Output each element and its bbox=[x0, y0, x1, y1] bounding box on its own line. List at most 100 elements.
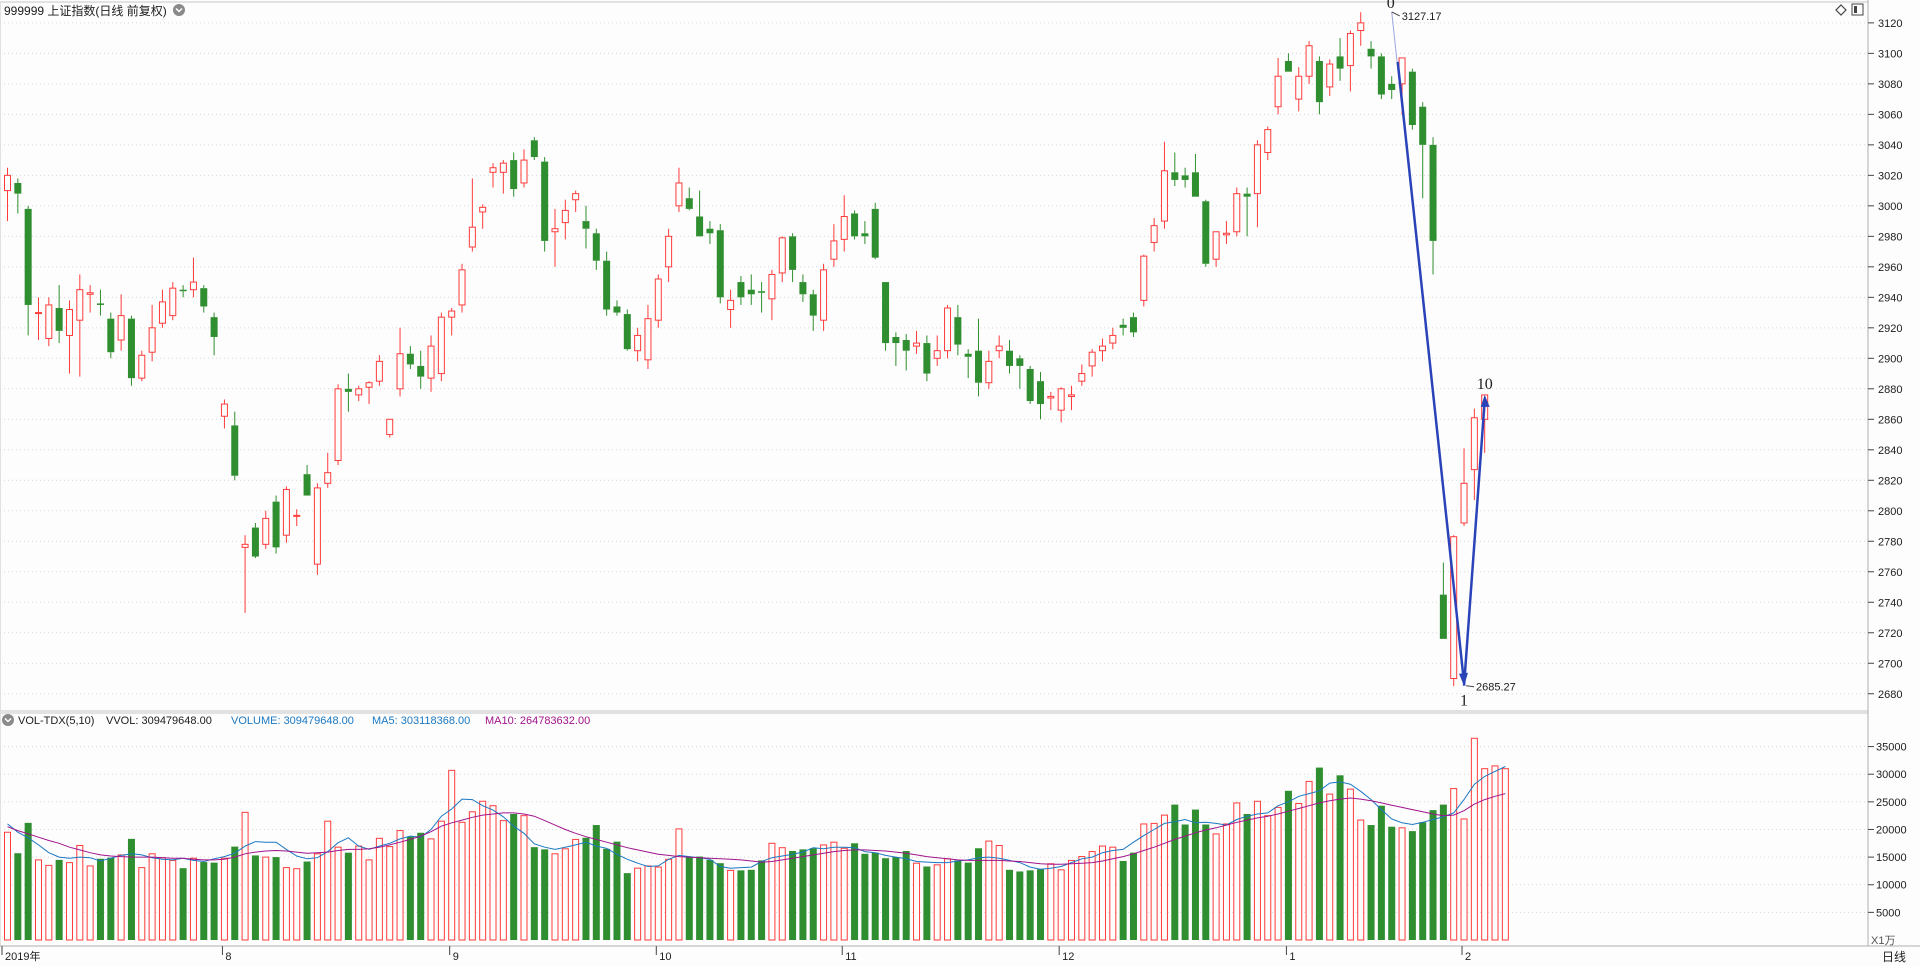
candle[interactable] bbox=[799, 274, 807, 302]
candle[interactable] bbox=[882, 282, 890, 351]
candle[interactable] bbox=[520, 149, 528, 188]
volume-bar[interactable] bbox=[158, 857, 166, 941]
volume-bar[interactable] bbox=[1067, 859, 1075, 941]
volume-bar[interactable] bbox=[727, 869, 735, 941]
candle[interactable] bbox=[1098, 338, 1106, 362]
candle[interactable] bbox=[1357, 12, 1365, 46]
candle[interactable] bbox=[1243, 187, 1251, 237]
candle[interactable] bbox=[892, 332, 900, 366]
volume-bar[interactable] bbox=[1305, 780, 1313, 941]
volume-bar[interactable] bbox=[386, 846, 394, 941]
candle[interactable] bbox=[706, 221, 714, 244]
candle[interactable] bbox=[1222, 221, 1230, 244]
candle[interactable] bbox=[303, 465, 311, 496]
volume-bar[interactable] bbox=[1470, 737, 1478, 941]
candle[interactable] bbox=[510, 152, 518, 197]
window-icon[interactable] bbox=[1851, 3, 1864, 16]
volume-bar[interactable] bbox=[665, 858, 673, 941]
volume-bar[interactable] bbox=[189, 857, 197, 941]
candle[interactable] bbox=[758, 282, 766, 313]
volume-bar[interactable] bbox=[1315, 767, 1323, 940]
volume-bar[interactable] bbox=[1098, 845, 1106, 941]
volume-bar[interactable] bbox=[1243, 814, 1251, 940]
volume-bar[interactable] bbox=[241, 811, 249, 941]
volume-bar[interactable] bbox=[1109, 846, 1117, 941]
candle[interactable] bbox=[282, 486, 290, 543]
candle[interactable] bbox=[65, 300, 73, 374]
volume-bar[interactable] bbox=[355, 845, 363, 941]
candle[interactable] bbox=[623, 309, 631, 351]
volume-bar[interactable] bbox=[582, 837, 590, 940]
volume-bar[interactable] bbox=[572, 838, 580, 941]
volume-bar[interactable] bbox=[1377, 805, 1385, 940]
candle[interactable] bbox=[634, 327, 642, 362]
candle[interactable] bbox=[851, 210, 859, 240]
candle[interactable] bbox=[820, 263, 828, 331]
volume-bar[interactable] bbox=[892, 857, 900, 940]
candle[interactable] bbox=[1202, 199, 1210, 267]
volume-bar[interactable] bbox=[1026, 870, 1034, 940]
candle[interactable] bbox=[1140, 254, 1148, 307]
candle[interactable] bbox=[902, 333, 910, 371]
candle[interactable] bbox=[396, 327, 404, 397]
candle[interactable] bbox=[231, 411, 239, 481]
candle[interactable] bbox=[417, 350, 425, 389]
candle[interactable] bbox=[1037, 372, 1044, 420]
candle[interactable] bbox=[479, 204, 487, 229]
volume-bar[interactable] bbox=[944, 858, 952, 941]
volume-bar[interactable] bbox=[1264, 815, 1272, 941]
candle[interactable] bbox=[923, 335, 931, 382]
volume-bar[interactable] bbox=[24, 822, 32, 940]
candle[interactable] bbox=[665, 228, 673, 283]
candle[interactable] bbox=[324, 452, 332, 488]
volume-bar[interactable] bbox=[1088, 851, 1096, 941]
candle[interactable] bbox=[1067, 385, 1075, 411]
volume-bar[interactable] bbox=[272, 857, 280, 940]
volume-bar[interactable] bbox=[1398, 827, 1406, 941]
volume-bar[interactable] bbox=[179, 868, 187, 940]
candle[interactable] bbox=[4, 167, 11, 222]
candle[interactable] bbox=[499, 160, 507, 194]
volume-bar[interactable] bbox=[1284, 790, 1292, 940]
volume-bar[interactable] bbox=[1150, 822, 1158, 941]
volume-bar[interactable] bbox=[86, 865, 94, 941]
candle[interactable] bbox=[1439, 562, 1447, 639]
volume-bar[interactable] bbox=[758, 860, 766, 940]
candle[interactable] bbox=[1233, 187, 1241, 237]
candle[interactable] bbox=[189, 257, 197, 298]
candle[interactable] bbox=[200, 285, 208, 313]
volume-bar[interactable] bbox=[169, 859, 177, 941]
candle[interactable] bbox=[737, 275, 745, 305]
title-dropdown-icon[interactable] bbox=[173, 4, 185, 16]
candle[interactable] bbox=[768, 269, 776, 321]
candle[interactable] bbox=[1377, 53, 1385, 100]
volume-bar[interactable] bbox=[293, 868, 301, 941]
volume-bar[interactable] bbox=[809, 848, 817, 940]
candle[interactable] bbox=[313, 483, 321, 575]
volume-bar[interactable] bbox=[1160, 814, 1168, 941]
volume-bar[interactable] bbox=[1253, 800, 1261, 941]
candle[interactable] bbox=[437, 312, 445, 382]
candle[interactable] bbox=[55, 285, 63, 344]
volume-bar[interactable] bbox=[396, 830, 404, 941]
candle[interactable] bbox=[158, 289, 166, 328]
volume-bar[interactable] bbox=[675, 828, 683, 941]
volume-bar[interactable] bbox=[510, 814, 518, 940]
volume-bar[interactable] bbox=[34, 859, 42, 941]
candle[interactable] bbox=[654, 274, 662, 328]
candle[interactable] bbox=[386, 418, 394, 438]
volume-bar[interactable] bbox=[964, 862, 972, 940]
candle[interactable] bbox=[468, 178, 476, 252]
volume-bar[interactable] bbox=[499, 820, 507, 941]
volume-bar[interactable] bbox=[365, 859, 373, 941]
candle[interactable] bbox=[365, 381, 373, 405]
volume-bar[interactable] bbox=[448, 769, 456, 941]
volume-bar[interactable] bbox=[231, 846, 239, 940]
volume-bar[interactable] bbox=[458, 821, 466, 941]
volume-bar[interactable] bbox=[334, 846, 342, 941]
candle[interactable] bbox=[117, 294, 125, 351]
volume-bar[interactable] bbox=[871, 852, 879, 940]
candle[interactable] bbox=[293, 509, 301, 527]
candle[interactable] bbox=[613, 300, 621, 316]
candle[interactable] bbox=[1078, 364, 1086, 386]
